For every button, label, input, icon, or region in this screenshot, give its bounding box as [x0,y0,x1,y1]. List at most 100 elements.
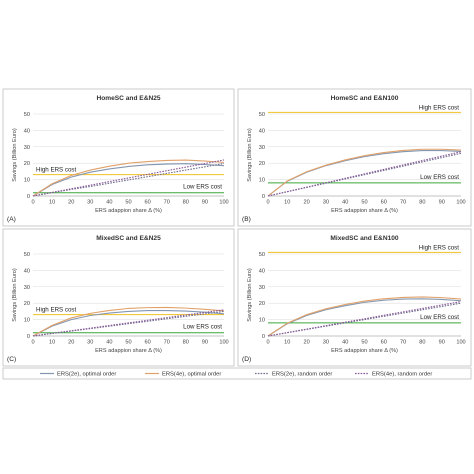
x-tick-label: 100 [219,340,228,346]
panel-letter: (B) [242,216,251,223]
legend-label-2: ERS(4e), optimal order [162,372,221,378]
x-tick-label: 90 [439,200,445,206]
y-axis-label: Savings (Billion Euro) [247,128,253,182]
annotation-low-ers-cost: Low ERS cost [420,174,459,181]
x-tick-label: 20 [68,200,74,206]
y-tick-label: 10 [259,318,265,324]
y-tick-label: 50 [259,112,265,118]
y-tick-label: 10 [24,318,30,324]
x-tick-label: 0 [31,200,34,206]
x-tick-label: 100 [456,340,465,346]
panel-frame [2,88,235,227]
legend: ERS(2e), optimal order ERS(4e), optimal o… [2,367,472,380]
legend-label-4: ERS(4e), random order [372,372,432,378]
y-tick-label: 0 [262,194,265,200]
y-tick-label: 20 [24,301,30,307]
annotation-high-ers-cost: High ERS cost [419,244,460,251]
x-tick-label: 0 [266,340,269,346]
y-axis-label: Savings (Billion Euro) [12,268,18,322]
y-tick-label: 40 [24,128,30,134]
x-tick-label: 50 [361,340,367,346]
panel-title: MixedSC and E&N100 [330,235,398,242]
x-tick-label: 30 [87,340,93,346]
x-tick-label: 60 [144,340,150,346]
x-tick-label: 10 [49,200,55,206]
annotation-high-ers-cost: High ERS cost [419,104,460,111]
y-tick-label: 20 [259,301,265,307]
x-tick-label: 30 [87,200,93,206]
y-tick-label: 50 [24,112,30,118]
series-line-4 [32,309,225,337]
x-tick-label: 40 [342,340,348,346]
series-line-4 [267,151,462,197]
series-line-1 [32,310,225,337]
x-tick-label: 10 [284,340,290,346]
x-tick-label: 80 [419,340,425,346]
y-tick-label: 0 [27,334,30,340]
x-tick-label: 0 [266,200,269,206]
y-tick-label: 30 [24,145,30,151]
annotation-high-ers-cost: High ERS cost [36,307,77,314]
y-tick-label: 50 [24,252,30,258]
x-tick-label: 20 [303,340,309,346]
x-tick-label: 10 [49,340,55,346]
series-line-2 [32,306,225,337]
series-line-4 [267,301,462,337]
chart-panel-2: HomeSC and E&N100 0 10 20 30 40 50 0 10 20 30 40 50 6… [237,88,472,227]
panel-letter: (D) [242,356,251,363]
x-tick-label: 30 [323,200,329,206]
y-tick-label: 20 [259,161,265,167]
x-tick-label: 0 [31,340,34,346]
x-tick-label: 50 [125,340,131,346]
series-line-2 [32,159,225,197]
x-tick-label: 20 [68,340,74,346]
y-tick-label: 10 [24,178,30,184]
panel-title: HomeSC and E&N100 [331,95,399,102]
annotation-low-ers-cost: Low ERS cost [183,324,222,331]
y-tick-label: 40 [24,268,30,274]
panel-letter: (C) [7,356,16,363]
y-axis-label: Savings (Billion Euro) [247,268,253,322]
x-tick-label: 60 [381,200,387,206]
y-tick-label: 10 [259,178,265,184]
y-tick-label: 40 [259,268,265,274]
legend-frame [2,367,472,380]
panel-letter: (A) [7,216,16,223]
series-line-4 [32,159,225,197]
x-tick-label: 50 [361,200,367,206]
y-tick-label: 30 [24,285,30,291]
legend-label-3: ERS(2e), random order [272,372,332,378]
y-tick-label: 30 [259,285,265,291]
x-tick-label: 70 [400,340,406,346]
series-line-1 [32,163,225,197]
x-axis-label: ERS adappion share Δ (%) [95,348,162,354]
x-tick-label: 90 [202,340,208,346]
panels: HomeSC and E&N25 0 10 20 30 40 50 0 10 20 30 40 50 60… [2,88,472,367]
x-tick-label: 30 [323,340,329,346]
x-tick-label: 20 [303,200,309,206]
y-tick-label: 40 [259,128,265,134]
x-tick-label: 40 [106,340,112,346]
x-tick-label: 80 [419,200,425,206]
x-tick-label: 70 [164,340,170,346]
x-tick-label: 90 [439,340,445,346]
x-tick-label: 80 [183,340,189,346]
x-tick-label: 40 [342,200,348,206]
legend-label-1: ERS(2e), optimal order [57,372,116,378]
x-axis-label: ERS adappion share Δ (%) [95,208,162,214]
series-line-2 [267,296,462,337]
x-tick-label: 60 [144,200,150,206]
x-tick-label: 90 [202,200,208,206]
chart-panel-3: MixedSC and E&N25 0 10 20 30 40 50 0 10 20 30 40 50 6… [2,228,235,367]
series-line-1 [267,298,462,337]
x-tick-label: 50 [125,200,131,206]
x-tick-label: 100 [456,200,465,206]
y-axis-label: Savings (Billion Euro) [12,128,18,182]
y-tick-label: 50 [259,252,265,258]
x-tick-label: 80 [183,200,189,206]
x-tick-label: 70 [400,200,406,206]
chart-panel-1: HomeSC and E&N25 0 10 20 30 40 50 0 10 20 30 40 50 60… [2,88,235,227]
series-line-3 [267,302,462,337]
annotation-high-ers-cost: High ERS cost [36,167,77,174]
